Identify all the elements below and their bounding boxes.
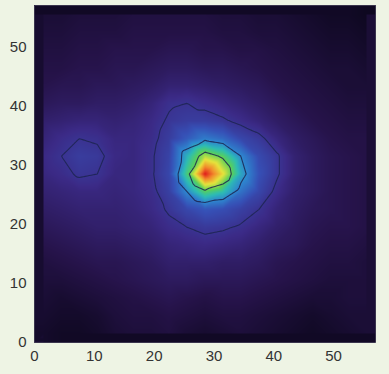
svg-text:20: 20 xyxy=(146,347,163,364)
svg-text:0: 0 xyxy=(30,347,38,364)
svg-text:20: 20 xyxy=(10,215,27,232)
svg-text:30: 30 xyxy=(10,156,27,173)
svg-text:40: 40 xyxy=(265,347,282,364)
svg-text:30: 30 xyxy=(206,347,223,364)
svg-text:10: 10 xyxy=(86,347,103,364)
svg-text:50: 50 xyxy=(325,347,342,364)
svg-text:10: 10 xyxy=(10,274,27,291)
svg-text:0: 0 xyxy=(18,333,26,350)
svg-text:50: 50 xyxy=(10,38,27,55)
svg-text:40: 40 xyxy=(10,97,27,114)
